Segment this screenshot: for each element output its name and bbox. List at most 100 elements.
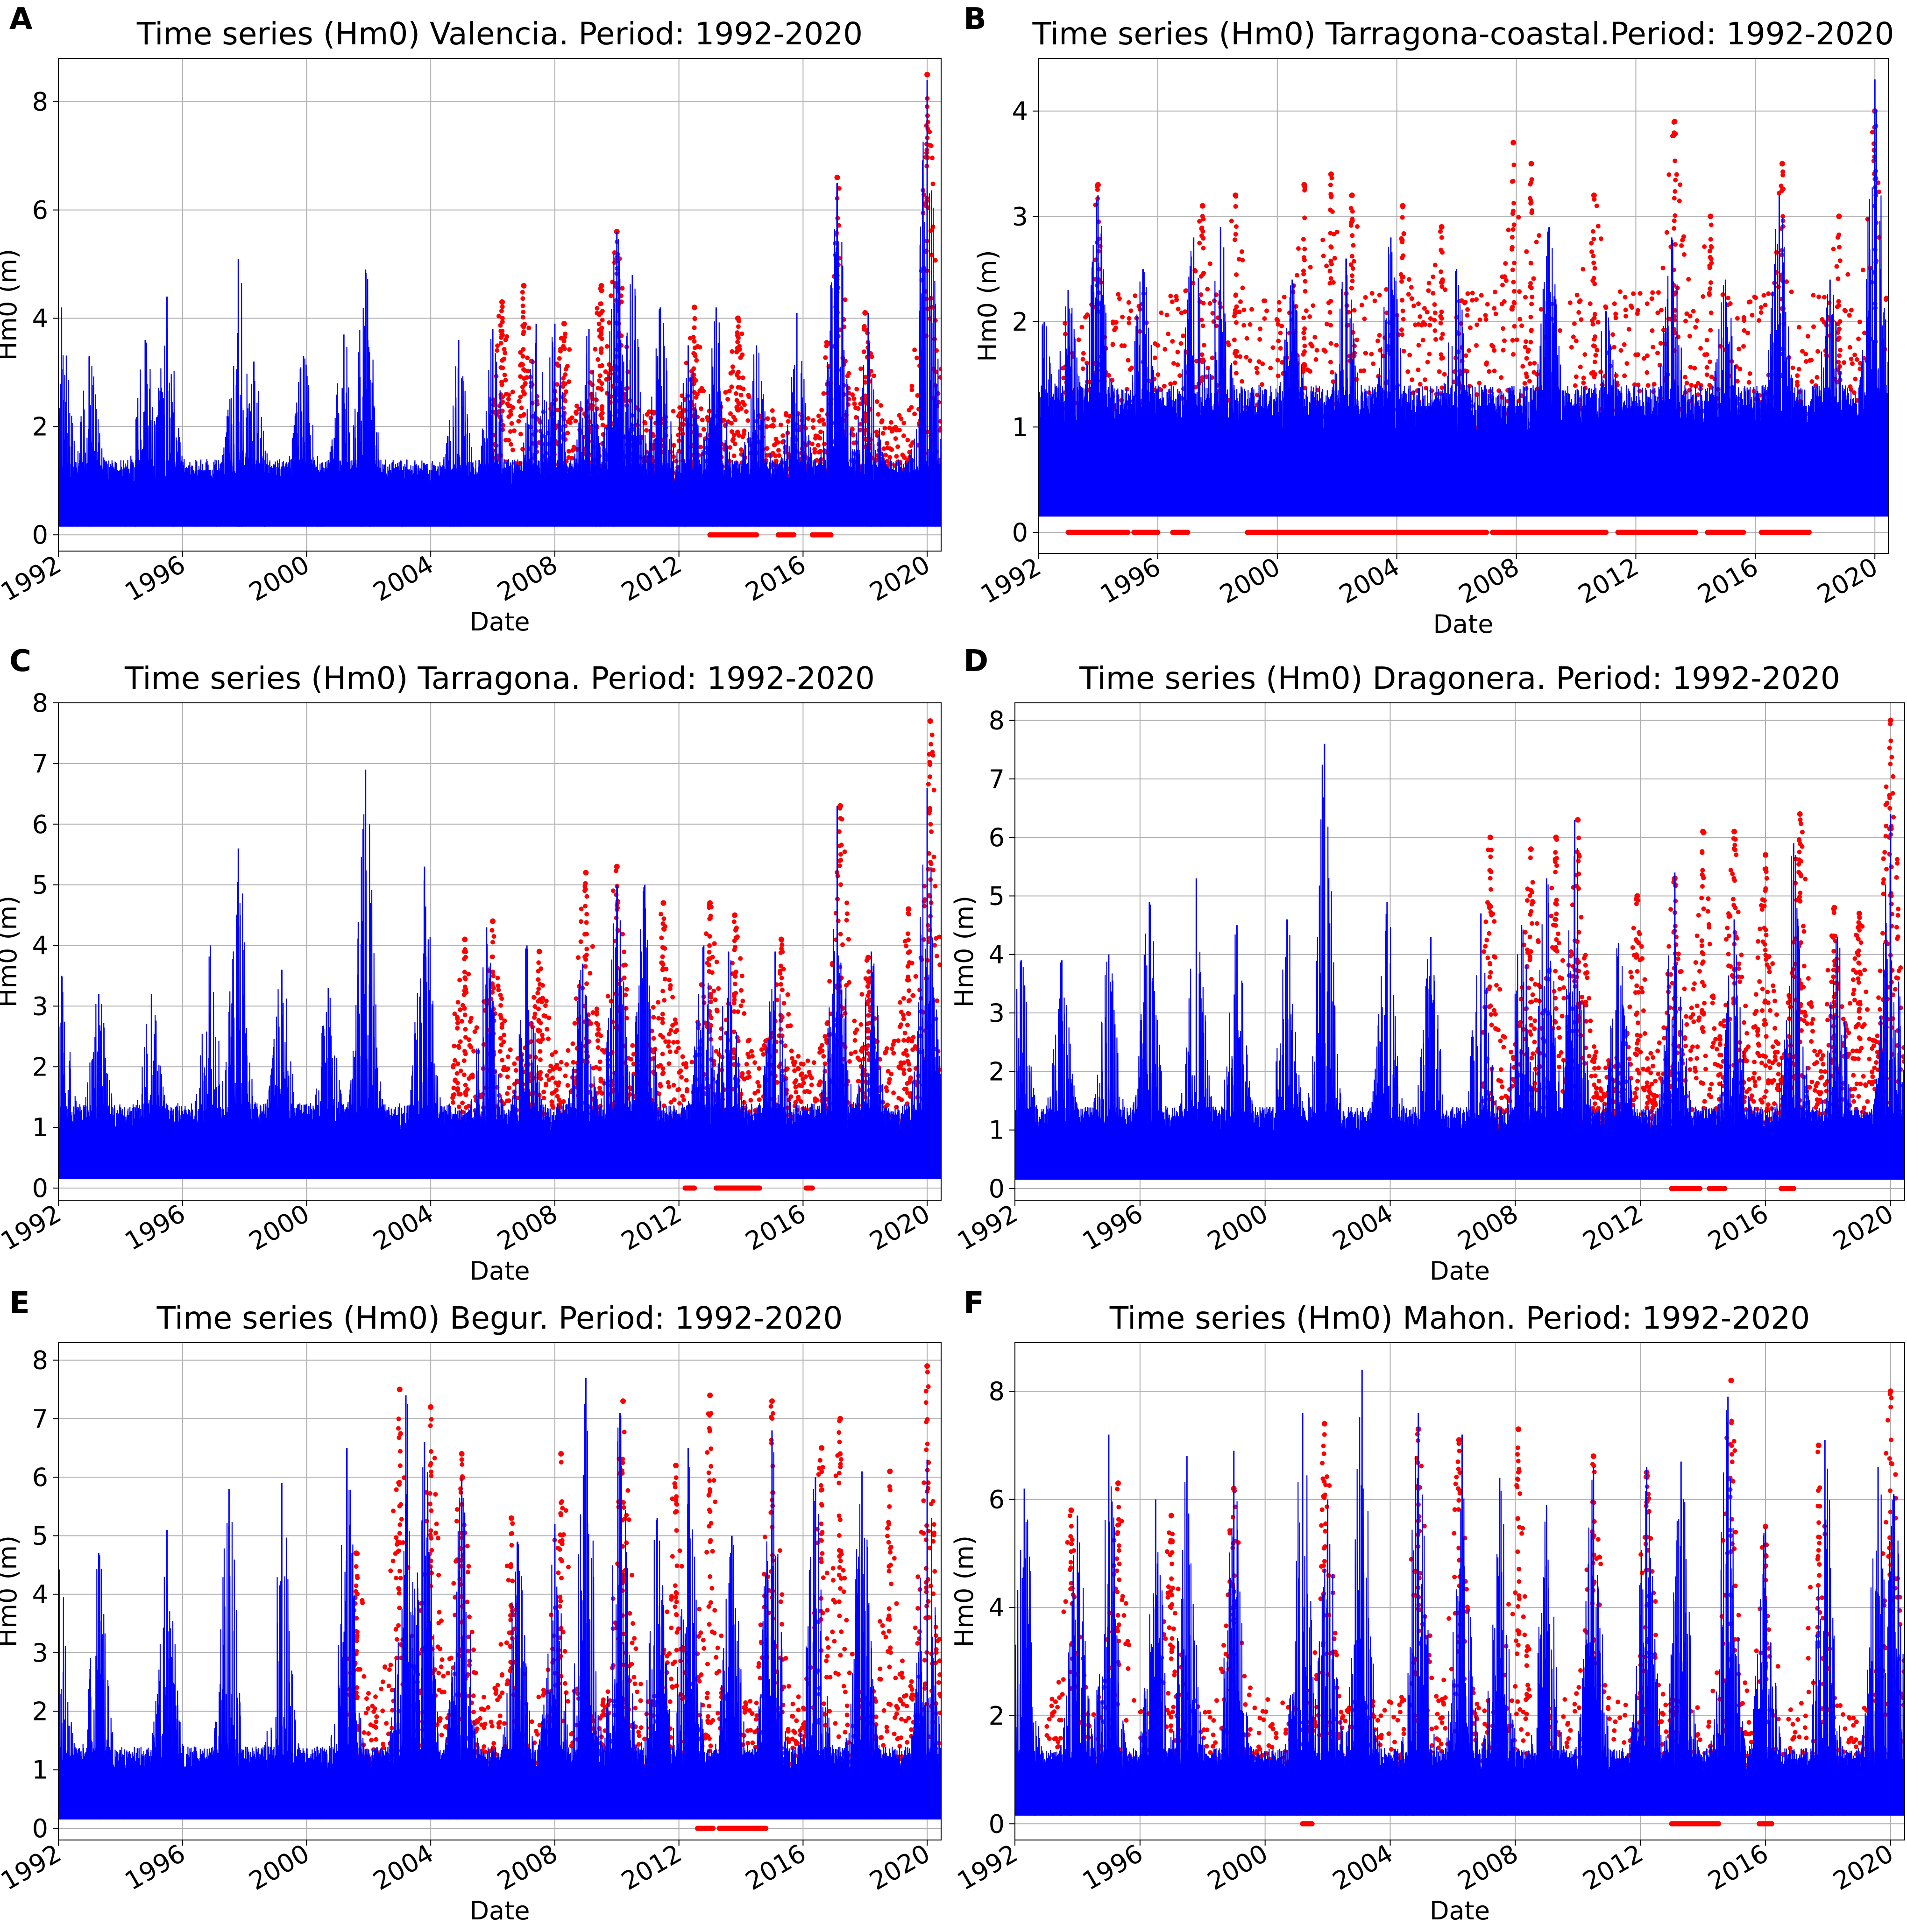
x-tick-label: 1992 [952, 1199, 1023, 1256]
hm0-base-band [58, 459, 941, 527]
x-tick-label: 2012 [617, 1839, 687, 1896]
red-peak-point [837, 1416, 843, 1422]
panel-letter: E [9, 1286, 30, 1321]
red-peak-point [1439, 224, 1445, 230]
y-tick-label: 8 [32, 1346, 48, 1375]
red-peak-point [1322, 1421, 1327, 1427]
y-tick-label: 0 [1012, 518, 1028, 547]
y-tick-label: 7 [32, 1404, 48, 1434]
red-peak-point [692, 304, 697, 310]
y-tick-label: 7 [989, 764, 1005, 794]
chart-panel-d: Time series (Hm0) Dragonera. Period: 199… [954, 642, 1907, 1289]
red-peak-point [862, 310, 868, 316]
x-tick-label: 2016 [1703, 1839, 1773, 1896]
y-tick-label: 2 [1012, 307, 1028, 337]
red-peak-point [462, 937, 468, 942]
x-axis-label: Date [469, 1896, 530, 1925]
y-axis-label: Hm0 (m) [0, 249, 22, 361]
red-peak-point [459, 1451, 465, 1457]
x-tick-label: 1996 [1078, 1199, 1148, 1256]
y-tick-label: 5 [32, 870, 48, 900]
chart-panel-f: Time series (Hm0) Mahon. Period: 1992-20… [954, 1284, 1907, 1931]
red-peak-point [1200, 203, 1205, 209]
red-peak-point [865, 955, 871, 960]
red-peak-point [1708, 213, 1713, 219]
y-axis-label: Hm0 (m) [950, 896, 979, 1007]
red-peak-point [1328, 171, 1334, 177]
x-tick-label: 1996 [120, 1199, 191, 1256]
x-tick-label: 1992 [0, 550, 66, 607]
red-peak-point [1516, 1426, 1521, 1432]
red-peak-point [732, 913, 737, 918]
red-peak-point [1233, 192, 1238, 198]
y-tick-label: 2 [989, 1057, 1005, 1086]
y-axis-label: Hm0 (m) [0, 896, 22, 1007]
panel-b: B Time series (Hm0) Tarragona-coastal.Pe… [954, 0, 1907, 647]
x-axis-label: Date [469, 1256, 530, 1286]
y-tick-label: 0 [32, 1174, 48, 1203]
red-peak-point [837, 803, 843, 809]
red-peak-point [490, 919, 496, 924]
red-peak-point [707, 900, 713, 906]
y-tick-label: 3 [1012, 202, 1028, 231]
red-peak-point [397, 1387, 403, 1392]
x-tick-label: 2016 [1693, 552, 1763, 609]
x-tick-label: 1992 [0, 1199, 66, 1256]
x-axis-label: Date [1430, 1256, 1490, 1286]
x-tick-label: 2016 [740, 1199, 811, 1256]
plot-area [1015, 718, 1907, 1189]
y-tick-label: 1 [32, 1113, 48, 1142]
y-tick-label: 2 [32, 1697, 48, 1726]
x-tick-label: 2016 [740, 550, 811, 607]
y-tick-label: 3 [32, 1638, 48, 1668]
x-tick-label: 2000 [1203, 1199, 1273, 1256]
chart-panel-e: Time series (Hm0) Begur. Period: 1992-20… [0, 1284, 953, 1931]
x-tick-label: 2008 [492, 1839, 563, 1896]
red-peak-point [1888, 718, 1893, 723]
y-tick-label: 2 [989, 1701, 1005, 1731]
y-tick-label: 6 [32, 1463, 48, 1492]
y-tick-label: 8 [32, 688, 48, 718]
red-peak-point [1831, 905, 1837, 911]
y-axis-label: Hm0 (m) [973, 250, 1002, 361]
red-peak-point [1095, 182, 1101, 188]
y-tick-label: 4 [32, 1580, 48, 1609]
red-peak-point [1634, 893, 1640, 899]
red-peak-point [614, 864, 620, 870]
red-peak-point [673, 1463, 679, 1468]
hm0-base-band [58, 1747, 941, 1820]
y-tick-label: 6 [32, 196, 48, 225]
blue-line-series [1015, 1370, 1905, 1816]
x-tick-label: 2020 [865, 1199, 935, 1256]
plot-area [58, 718, 942, 1188]
red-peak-point [1528, 846, 1534, 852]
x-tick-label: 2008 [1453, 1839, 1523, 1896]
x-tick-label: 2000 [1215, 552, 1285, 609]
y-tick-label: 0 [32, 520, 48, 550]
x-tick-label: 2000 [244, 1199, 314, 1256]
x-tick-label: 2000 [244, 550, 314, 607]
y-tick-label: 5 [32, 1521, 48, 1550]
chart-title: Time series (Hm0) Tarragona-coastal.Peri… [1032, 16, 1894, 52]
y-tick-label: 1 [1012, 412, 1028, 442]
y-tick-label: 4 [32, 304, 48, 333]
chart-panel-b: Time series (Hm0) Tarragona-coastal.Peri… [954, 0, 1907, 647]
y-tick-label: 1 [989, 1116, 1005, 1145]
red-peak-point [1763, 852, 1768, 858]
x-tick-label: 2008 [492, 550, 563, 607]
chart-title: Time series (Hm0) Tarragona. Period: 199… [124, 660, 875, 696]
red-peak-point [620, 1398, 626, 1404]
red-peak-point [583, 870, 588, 876]
chart-title: Time series (Hm0) Begur. Period: 1992-20… [156, 1300, 843, 1336]
red-peak-point [1779, 161, 1785, 167]
x-tick-label: 2004 [1327, 1839, 1398, 1896]
hm0-base-band [58, 1103, 941, 1179]
red-peak-point [521, 283, 526, 289]
panel-c: C Time series (Hm0) Tarragona. Period: 1… [0, 642, 953, 1289]
red-peak-point [428, 1404, 433, 1410]
x-tick-label: 2012 [1578, 1839, 1648, 1896]
red-peak-point [509, 1515, 514, 1521]
y-tick-label: 0 [989, 1174, 1005, 1203]
y-tick-label: 4 [32, 931, 48, 961]
red-peak-point [1510, 140, 1516, 145]
